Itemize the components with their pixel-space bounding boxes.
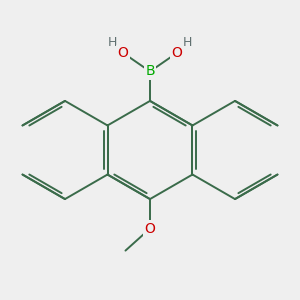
Text: O: O xyxy=(118,46,128,60)
Text: B: B xyxy=(145,64,155,79)
Text: O: O xyxy=(145,221,155,236)
Text: H: H xyxy=(183,35,193,49)
Text: H: H xyxy=(107,35,117,49)
Text: O: O xyxy=(172,46,182,60)
